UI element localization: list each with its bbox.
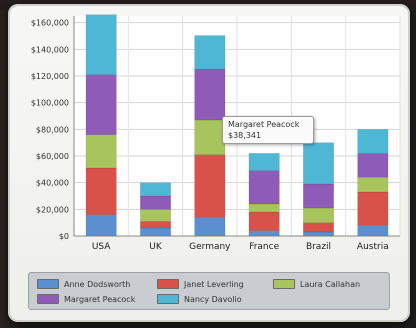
legend-swatch bbox=[37, 279, 59, 289]
chart-legend: Anne Dodsworth Janet Leverling Laura Cal… bbox=[28, 272, 390, 310]
tooltip-value: $38,341 bbox=[228, 131, 262, 140]
chart-tooltip: Margaret Peacock $38,341 bbox=[222, 116, 314, 144]
tooltip-series: Margaret Peacock bbox=[228, 120, 300, 129]
legend-swatch bbox=[157, 279, 179, 289]
legend-item-nancy-davolio[interactable]: Nancy Davolio bbox=[157, 293, 242, 305]
bar-segment[interactable] bbox=[248, 211, 280, 231]
bar-segment[interactable] bbox=[357, 177, 389, 193]
bar-segment[interactable] bbox=[248, 170, 280, 205]
legend-item-anne-dodsworth[interactable]: Anne Dodsworth bbox=[37, 278, 130, 290]
bar-segment[interactable] bbox=[357, 153, 389, 178]
bar-segment[interactable] bbox=[194, 119, 226, 155]
legend-swatch bbox=[273, 279, 295, 289]
bar-segment[interactable] bbox=[140, 182, 171, 197]
legend-swatch bbox=[37, 294, 59, 304]
bar-segment[interactable] bbox=[357, 129, 389, 154]
bar-segment[interactable] bbox=[194, 154, 226, 218]
y-tick-label: $120,000 bbox=[31, 72, 69, 81]
bar-segment[interactable] bbox=[357, 191, 389, 226]
bar-segment[interactable] bbox=[85, 214, 117, 237]
bar-segment[interactable] bbox=[303, 207, 334, 223]
legend-item-laura-callahan[interactable]: Laura Callahan bbox=[273, 278, 360, 290]
bar-segment[interactable] bbox=[140, 209, 171, 222]
legend-label: Margaret Peacock bbox=[64, 294, 136, 304]
legend-label: Nancy Davolio bbox=[184, 294, 242, 304]
x-tick-label: USA bbox=[92, 242, 111, 252]
chart-window: $0 $20,000 $40,000 $60,000 $80,000 $100,000 $1… bbox=[8, 4, 410, 322]
x-tick-label: France bbox=[249, 242, 279, 252]
bar-segment[interactable] bbox=[194, 35, 226, 70]
bar-segment[interactable] bbox=[248, 230, 280, 237]
bar-segment[interactable] bbox=[194, 217, 226, 237]
y-tick-label: $0 bbox=[59, 232, 69, 241]
y-tick-label: $100,000 bbox=[31, 99, 69, 108]
legend-label: Anne Dodsworth bbox=[64, 279, 131, 289]
chart-area: $0 $20,000 $40,000 $60,000 $80,000 $100,000 $1… bbox=[31, 14, 401, 252]
x-tick-label: Austria bbox=[357, 242, 389, 252]
y-tick-label: $20,000 bbox=[36, 205, 69, 214]
legend-item-janet-leverling[interactable]: Janet Leverling bbox=[157, 278, 244, 290]
bar-segment[interactable] bbox=[140, 221, 171, 229]
bar-segment[interactable] bbox=[303, 183, 334, 209]
bar-segment[interactable] bbox=[303, 231, 334, 237]
legend-label: Janet Leverling bbox=[184, 279, 244, 289]
bar-segment[interactable] bbox=[248, 203, 280, 213]
x-tick-label: Brazil bbox=[306, 242, 331, 252]
bars bbox=[85, 14, 389, 237]
bar-segment[interactable] bbox=[140, 227, 171, 237]
legend-item-margaret-peacock[interactable]: Margaret Peacock bbox=[37, 293, 135, 305]
bar-segment[interactable] bbox=[248, 153, 280, 171]
bar-segment[interactable] bbox=[85, 14, 117, 75]
legend-label: Laura Callahan bbox=[300, 279, 361, 289]
axes bbox=[73, 16, 400, 237]
y-tick-label: $140,000 bbox=[31, 45, 69, 54]
labels: $0 $20,000 $40,000 $60,000 $80,000 $100,000 $1… bbox=[31, 19, 389, 252]
x-tick-label: Germany bbox=[189, 242, 231, 252]
x-tick-label: UK bbox=[149, 242, 163, 252]
y-tick-label: $160,000 bbox=[31, 19, 69, 28]
legend-swatch bbox=[157, 294, 179, 304]
bar-segment[interactable] bbox=[194, 68, 226, 121]
y-tick-label: $60,000 bbox=[36, 152, 69, 161]
bar-segment[interactable] bbox=[140, 195, 171, 210]
bar-segment[interactable] bbox=[303, 222, 334, 233]
y-tick-label: $80,000 bbox=[36, 125, 69, 134]
bar-segment[interactable] bbox=[85, 134, 117, 169]
y-tick-label: $40,000 bbox=[36, 179, 69, 188]
bar-segment[interactable] bbox=[85, 74, 117, 135]
bar-segment[interactable] bbox=[303, 142, 334, 185]
bar-segment[interactable] bbox=[85, 167, 117, 215]
bar-segment[interactable] bbox=[357, 225, 389, 237]
